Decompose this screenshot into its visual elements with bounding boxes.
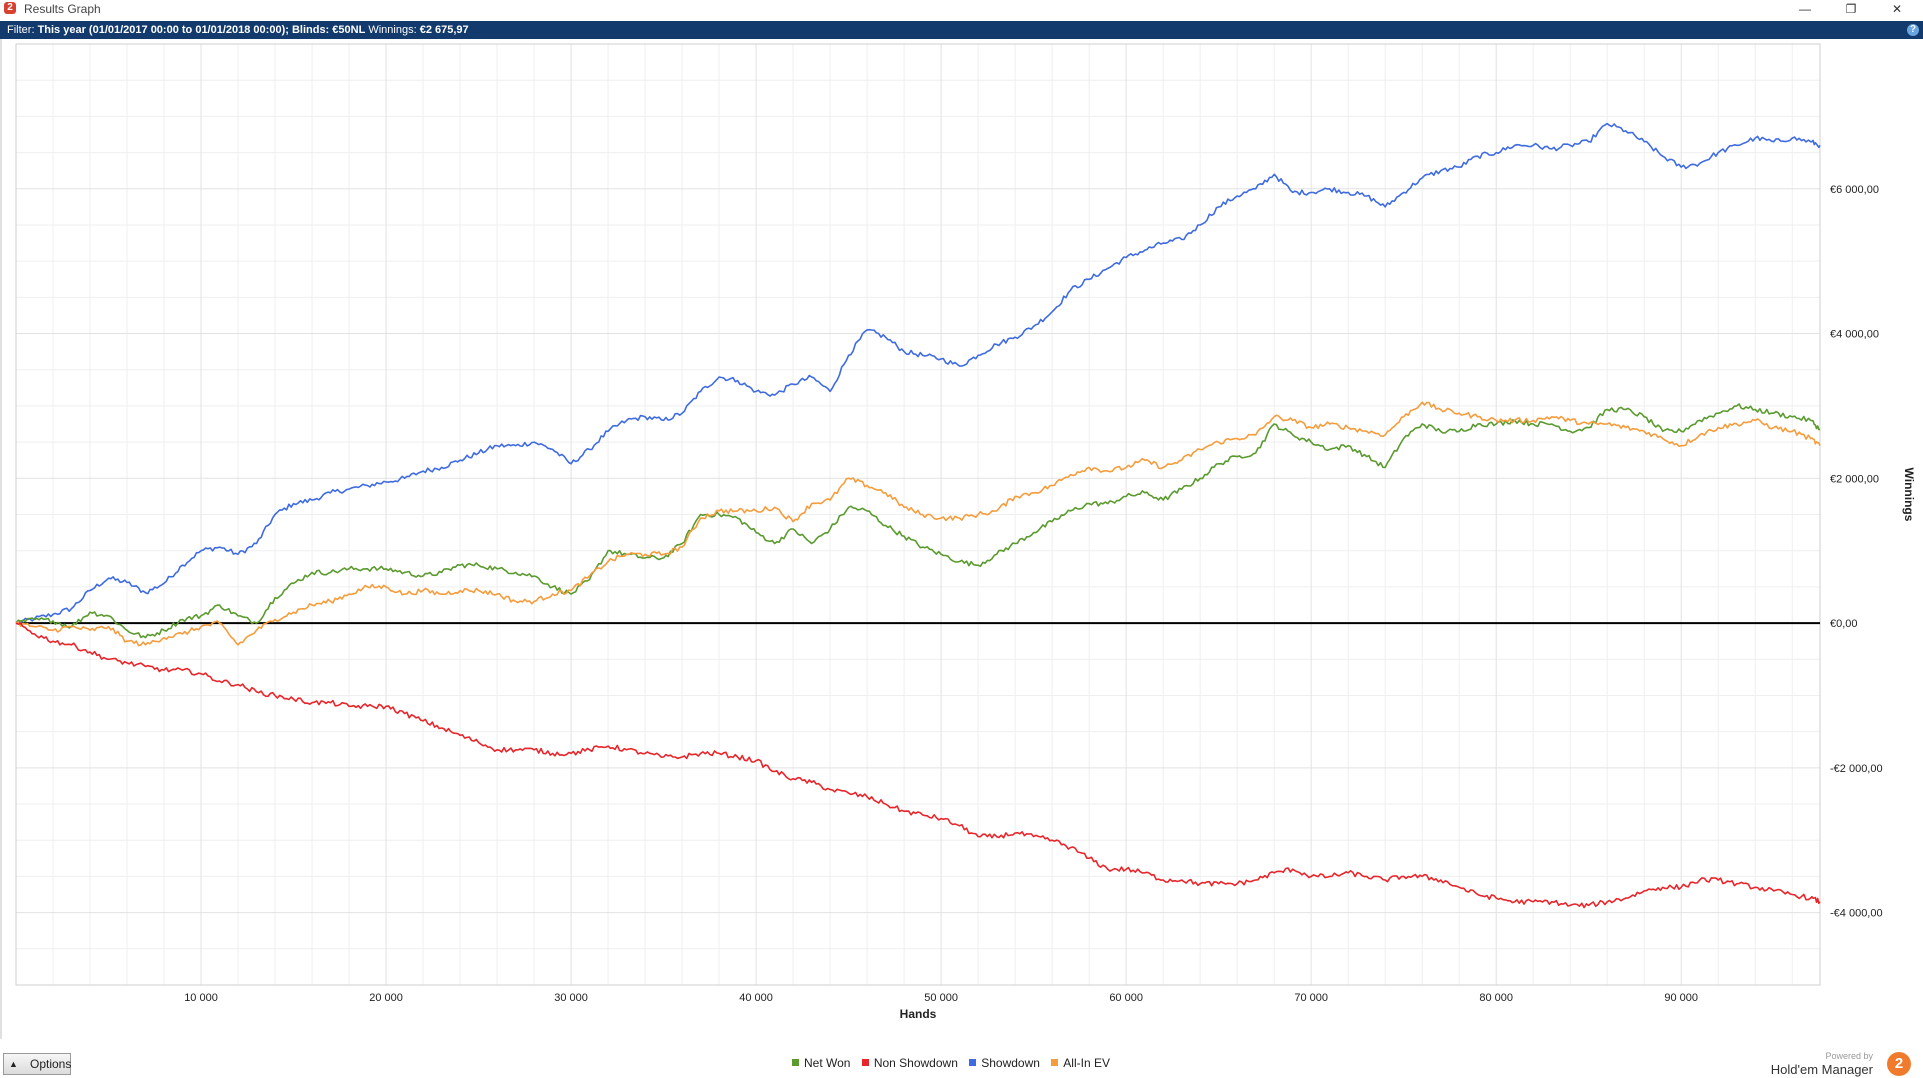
x-tick-label: 10 000 <box>184 992 218 1004</box>
series-line-net-won <box>15 403 1821 639</box>
y-axis-ticks: €6 000,00 €4 000,00 €2 000,00 €0,00 -€2 000,… <box>1830 184 1883 920</box>
series-line-all-in-ev <box>15 401 1821 647</box>
x-tick-label: 50 000 <box>924 992 958 1004</box>
x-tick-label: 70 000 <box>1294 992 1328 1004</box>
minimize-button[interactable]: — <box>1799 2 1811 16</box>
close-button[interactable]: ✕ <box>1891 2 1903 16</box>
y-tick-label: €0,00 <box>1830 618 1858 630</box>
x-axis-title: Hands <box>900 1007 937 1021</box>
winnings-value: €2 675,97 <box>419 24 469 36</box>
filter-label: Filter: <box>7 24 35 36</box>
options-label: Options <box>30 1057 72 1071</box>
filter-bar: Filter: This year (01/01/2017 00:00 to 0… <box>0 21 1923 39</box>
legend-label: All-In EV <box>1063 1056 1110 1070</box>
legend-label: Showdown <box>981 1056 1040 1070</box>
legend-swatch <box>861 1059 869 1066</box>
x-tick-label: 20 000 <box>369 992 403 1004</box>
brand-badge: Powered by Hold'em Manager 2 <box>1763 1050 1913 1078</box>
y-tick-label: -€4 000,00 <box>1830 908 1883 920</box>
plot-area-border <box>15 43 1821 986</box>
legend-swatch <box>792 1059 799 1066</box>
x-axis-ticks: 10 000 20 000 30 000 40 000 50 000 60 000 70 0… <box>184 992 1698 1004</box>
y-axis-title: Winnings <box>1902 468 1916 522</box>
x-tick-label: 60 000 <box>1109 992 1143 1004</box>
caret-up-icon: ▲ <box>9 1059 18 1069</box>
legend-item-net-won[interactable]: Net Won <box>792 1056 850 1070</box>
chart-legend: Net Won Non Showdown Showdown All-In EV <box>792 1056 1118 1070</box>
legend-swatch <box>969 1059 977 1066</box>
minor-gridlines <box>16 44 1820 985</box>
results-chart: 10 000 20 000 30 000 40 000 50 000 60 000 70 0… <box>15 43 1916 1021</box>
window-titlebar: 2 Results Graph — ❐ ✕ <box>0 0 1923 20</box>
series-line-showdown <box>15 122 1821 624</box>
x-tick-label: 40 000 <box>739 992 773 1004</box>
legend-label: Non Showdown <box>873 1056 958 1070</box>
legend-item-all-in-ev[interactable]: All-In EV <box>1051 1056 1110 1070</box>
brand-name: Hold'em Manager <box>1770 1062 1873 1077</box>
legend-item-non-showdown[interactable]: Non Showdown <box>861 1056 958 1070</box>
window-left-border <box>0 39 2 1039</box>
legend-swatch <box>1051 1059 1059 1066</box>
x-tick-label: 90 000 <box>1664 992 1698 1004</box>
y-tick-label: €6 000,00 <box>1830 184 1879 196</box>
y-tick-label: €2 000,00 <box>1830 473 1879 485</box>
options-button[interactable]: ▲ Options <box>3 1053 71 1075</box>
bottom-bar: ▲ Options Net Won Non Showdown Showdown … <box>0 1050 1923 1078</box>
powered-by-text: Powered by <box>1825 1051 1873 1061</box>
filter-text: This year (01/01/2017 00:00 to 01/01/201… <box>37 24 366 36</box>
legend-item-showdown[interactable]: Showdown <box>969 1056 1040 1070</box>
y-tick-label: -€2 000,00 <box>1830 763 1883 775</box>
x-tick-label: 80 000 <box>1479 992 1513 1004</box>
window-title: Results Graph <box>24 2 101 16</box>
legend-label: Net Won <box>804 1056 851 1070</box>
app-logo-icon: 2 <box>4 2 16 14</box>
series-line-non-showdown <box>15 622 1821 909</box>
restore-button[interactable]: ❐ <box>1845 2 1857 16</box>
series-lines <box>15 122 1821 909</box>
hem-logo-icon: 2 <box>1887 1052 1911 1076</box>
winnings-label: Winnings: <box>368 24 417 36</box>
y-tick-label: €4 000,00 <box>1830 329 1879 341</box>
x-tick-label: 30 000 <box>554 992 588 1004</box>
help-icon[interactable]: ? <box>1907 24 1919 36</box>
